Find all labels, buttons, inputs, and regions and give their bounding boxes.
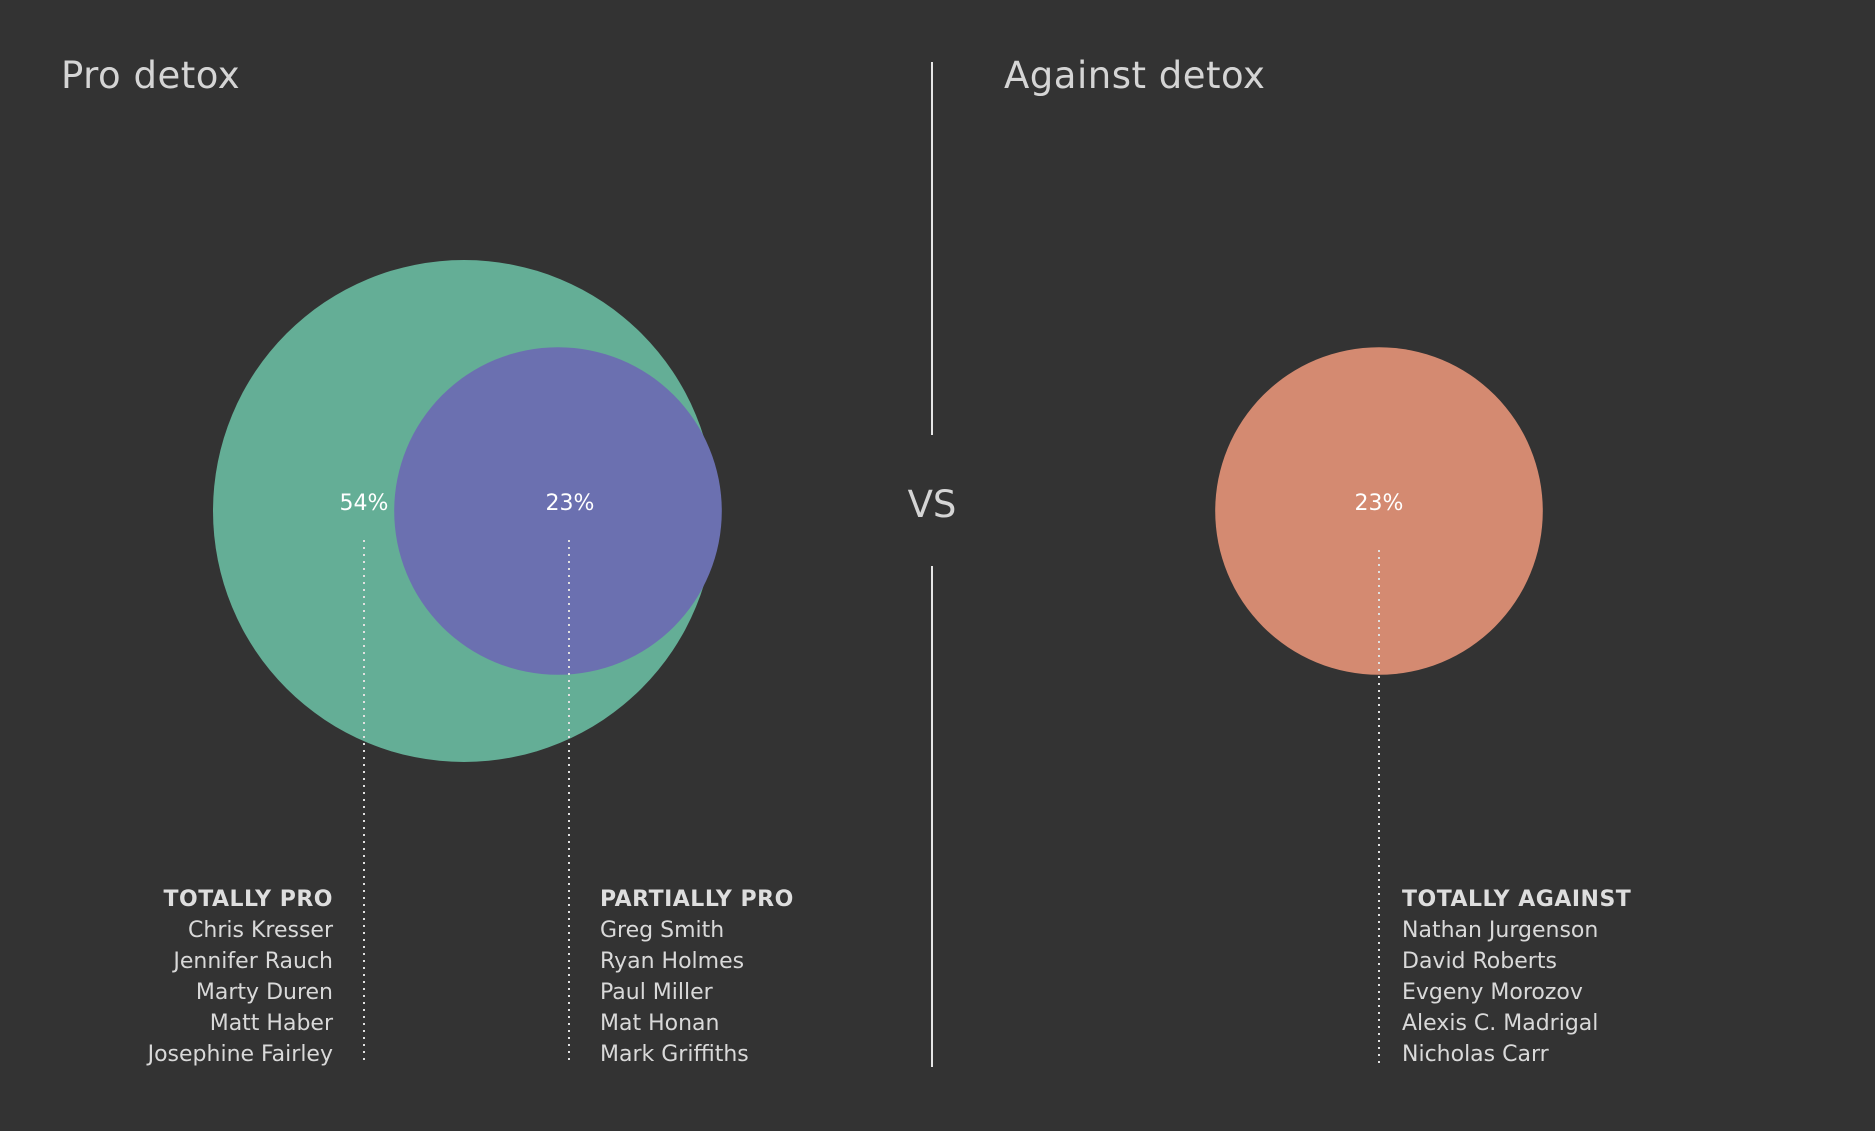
totally-against-group: TOTALLY AGAINST Nathan Jurgenson David R… xyxy=(1402,884,1631,1070)
person-name: David Roberts xyxy=(1402,949,1557,974)
totally-against-heading: TOTALLY AGAINST xyxy=(1402,887,1632,912)
partially-pro-value-label: 23% xyxy=(546,491,595,516)
center-divider-bottom xyxy=(931,566,933,1067)
totally-pro-value-label: 54% xyxy=(340,491,389,516)
person-name: Mat Honan xyxy=(600,1011,720,1036)
person-name: Nicholas Carr xyxy=(1402,1042,1549,1067)
person-name: Josephine Fairley xyxy=(147,1042,333,1067)
person-name: Nathan Jurgenson xyxy=(1402,918,1599,943)
person-name: Alexis C. Madrigal xyxy=(1402,1011,1599,1036)
person-name: Jennifer Rauch xyxy=(173,949,333,974)
vs-label: VS xyxy=(907,483,957,526)
center-divider-top xyxy=(931,62,933,435)
against-detox-title: Against detox xyxy=(1004,54,1266,97)
partially-pro-group: PARTIALLY PRO Greg Smith Ryan Holmes Pau… xyxy=(600,884,794,1070)
person-name: Marty Duren xyxy=(195,980,333,1005)
totally-pro-heading: TOTALLY PRO xyxy=(163,887,333,912)
person-name: Mark Griffiths xyxy=(600,1042,749,1067)
pro-detox-title: Pro detox xyxy=(61,54,241,97)
totally-against-bubble xyxy=(1215,347,1543,675)
person-name: Greg Smith xyxy=(600,918,725,943)
partially-pro-heading: PARTIALLY PRO xyxy=(600,887,794,912)
totally-pro-group: TOTALLY PRO Chris Kresser Jennifer Rauch… xyxy=(148,884,333,1070)
totally-against-value-label: 23% xyxy=(1355,491,1404,516)
person-name: Paul Miller xyxy=(600,980,713,1005)
person-name: Chris Kresser xyxy=(188,918,333,943)
person-name: Evgeny Morozov xyxy=(1402,980,1583,1005)
person-name: Ryan Holmes xyxy=(600,949,745,974)
person-name: Matt Haber xyxy=(209,1011,333,1036)
partially-pro-bubble xyxy=(394,347,722,675)
